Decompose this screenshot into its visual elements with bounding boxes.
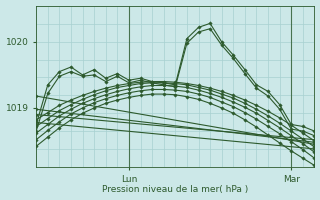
X-axis label: Pression niveau de la mer( hPa ): Pression niveau de la mer( hPa ) xyxy=(102,185,248,194)
